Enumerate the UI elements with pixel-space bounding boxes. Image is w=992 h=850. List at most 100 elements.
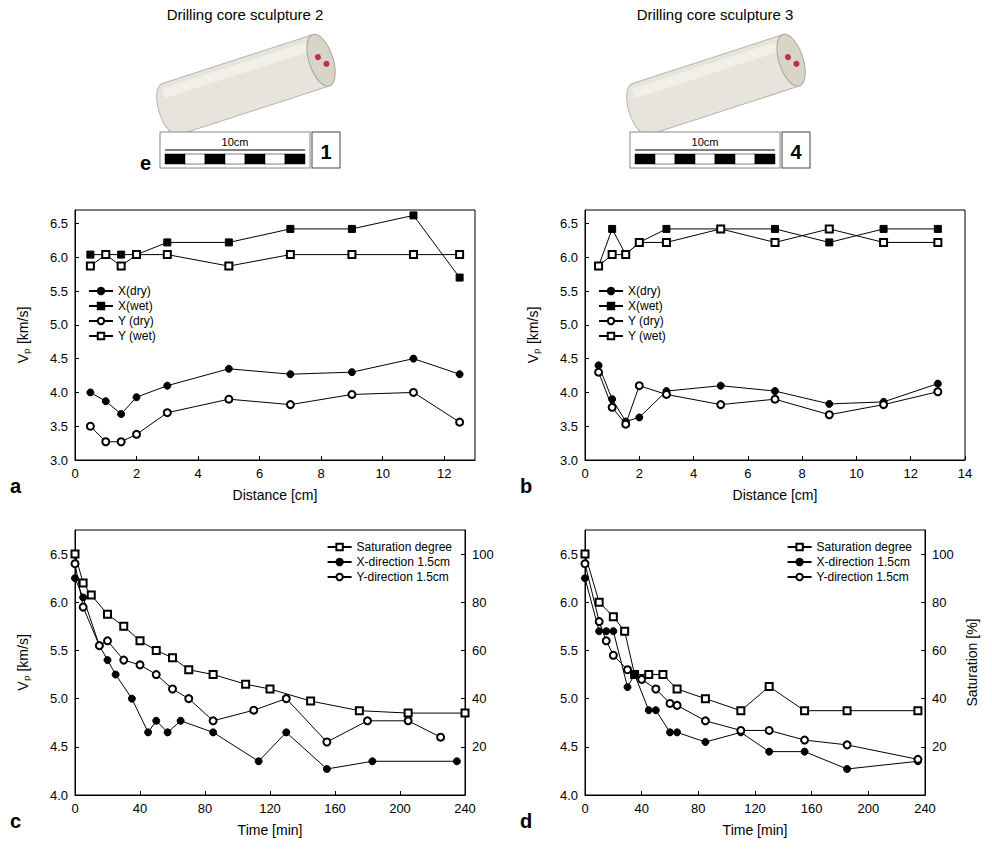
svg-text:Vₚ [km/s]: Vₚ [km/s] bbox=[15, 307, 32, 364]
svg-text:6: 6 bbox=[256, 466, 263, 481]
svg-text:Y-direction 1.5cm: Y-direction 1.5cm bbox=[357, 570, 449, 584]
svg-text:12: 12 bbox=[903, 466, 917, 481]
svg-text:a: a bbox=[10, 475, 22, 497]
svg-text:1: 1 bbox=[320, 141, 331, 163]
svg-text:X(dry): X(dry) bbox=[118, 284, 151, 298]
svg-text:X-direction 1.5cm: X-direction 1.5cm bbox=[357, 555, 450, 569]
svg-text:8: 8 bbox=[318, 466, 325, 481]
svg-text:3.0: 3.0 bbox=[50, 453, 68, 468]
svg-text:b: b bbox=[520, 475, 532, 497]
svg-text:4: 4 bbox=[690, 466, 697, 481]
svg-text:6.5: 6.5 bbox=[50, 216, 68, 231]
svg-text:0: 0 bbox=[71, 801, 78, 816]
svg-text:3.5: 3.5 bbox=[50, 419, 68, 434]
svg-text:5.5: 5.5 bbox=[50, 643, 68, 658]
svg-text:Y (dry): Y (dry) bbox=[628, 314, 664, 328]
svg-text:6.0: 6.0 bbox=[560, 250, 578, 265]
svg-text:240: 240 bbox=[914, 801, 936, 816]
svg-text:Saturation degree: Saturation degree bbox=[357, 540, 453, 554]
svg-text:3.0: 3.0 bbox=[560, 453, 578, 468]
svg-text:Vₚ [km/s]: Vₚ [km/s] bbox=[525, 307, 542, 364]
svg-text:10cm: 10cm bbox=[692, 136, 719, 148]
svg-text:8: 8 bbox=[799, 466, 806, 481]
svg-text:14: 14 bbox=[958, 466, 972, 481]
svg-text:240: 240 bbox=[454, 801, 476, 816]
svg-text:4: 4 bbox=[790, 141, 802, 163]
svg-text:6.0: 6.0 bbox=[50, 250, 68, 265]
svg-text:6: 6 bbox=[744, 466, 751, 481]
svg-text:d: d bbox=[520, 810, 532, 832]
svg-text:5.0: 5.0 bbox=[50, 691, 68, 706]
svg-text:Y (wet): Y (wet) bbox=[628, 329, 666, 343]
svg-text:100: 100 bbox=[472, 547, 494, 562]
svg-text:4.5: 4.5 bbox=[50, 739, 68, 754]
svg-text:120: 120 bbox=[744, 801, 766, 816]
svg-text:0: 0 bbox=[581, 801, 588, 816]
svg-text:3.5: 3.5 bbox=[560, 419, 578, 434]
svg-text:4: 4 bbox=[194, 466, 201, 481]
svg-text:Y (wet): Y (wet) bbox=[118, 329, 156, 343]
svg-text:X(wet): X(wet) bbox=[628, 299, 663, 313]
svg-text:5.0: 5.0 bbox=[50, 317, 68, 332]
svg-text:160: 160 bbox=[324, 801, 346, 816]
svg-text:80: 80 bbox=[198, 801, 212, 816]
svg-text:Time [min]: Time [min] bbox=[238, 822, 303, 838]
svg-text:X-direction 1.5cm: X-direction 1.5cm bbox=[817, 555, 910, 569]
svg-text:4.5: 4.5 bbox=[560, 351, 578, 366]
svg-text:120: 120 bbox=[259, 801, 281, 816]
svg-text:0: 0 bbox=[71, 466, 78, 481]
svg-text:5.5: 5.5 bbox=[560, 643, 578, 658]
svg-text:6.0: 6.0 bbox=[50, 595, 68, 610]
svg-text:10: 10 bbox=[375, 466, 389, 481]
svg-text:80: 80 bbox=[932, 595, 946, 610]
svg-text:Saturation degree: Saturation degree bbox=[817, 540, 913, 554]
svg-text:6.5: 6.5 bbox=[50, 547, 68, 562]
svg-text:2: 2 bbox=[636, 466, 643, 481]
svg-text:Time [min]: Time [min] bbox=[723, 822, 788, 838]
svg-text:6.5: 6.5 bbox=[560, 216, 578, 231]
svg-text:6.5: 6.5 bbox=[560, 547, 578, 562]
svg-text:2: 2 bbox=[133, 466, 140, 481]
svg-text:X(dry): X(dry) bbox=[628, 284, 661, 298]
svg-text:20: 20 bbox=[932, 739, 946, 754]
svg-text:4.0: 4.0 bbox=[50, 385, 68, 400]
svg-text:4.5: 4.5 bbox=[50, 351, 68, 366]
svg-text:4.0: 4.0 bbox=[50, 788, 68, 803]
svg-text:c: c bbox=[10, 810, 21, 832]
svg-text:Vₚ [km/s]: Vₚ [km/s] bbox=[15, 634, 32, 691]
svg-text:6.0: 6.0 bbox=[560, 595, 578, 610]
svg-text:12: 12 bbox=[437, 466, 451, 481]
svg-text:160: 160 bbox=[801, 801, 823, 816]
svg-text:100: 100 bbox=[932, 547, 954, 562]
svg-text:e: e bbox=[140, 152, 151, 174]
svg-text:Drilling core sculpture 3: Drilling core sculpture 3 bbox=[637, 6, 794, 23]
svg-text:X(wet): X(wet) bbox=[118, 299, 153, 313]
svg-text:10: 10 bbox=[849, 466, 863, 481]
svg-text:0: 0 bbox=[581, 466, 588, 481]
svg-text:Drilling core sculpture 2: Drilling core sculpture 2 bbox=[167, 6, 324, 23]
svg-text:4.0: 4.0 bbox=[560, 788, 578, 803]
svg-text:200: 200 bbox=[857, 801, 879, 816]
svg-text:Distance [cm]: Distance [cm] bbox=[233, 487, 318, 503]
svg-text:60: 60 bbox=[932, 643, 946, 658]
svg-text:10cm: 10cm bbox=[222, 136, 249, 148]
svg-text:Saturation [%]: Saturation [%] bbox=[964, 619, 980, 707]
svg-text:40: 40 bbox=[932, 691, 946, 706]
svg-text:5.5: 5.5 bbox=[50, 284, 68, 299]
svg-text:5.0: 5.0 bbox=[560, 317, 578, 332]
svg-text:40: 40 bbox=[133, 801, 147, 816]
svg-text:80: 80 bbox=[691, 801, 705, 816]
svg-text:5.0: 5.0 bbox=[560, 691, 578, 706]
svg-text:200: 200 bbox=[389, 801, 411, 816]
svg-text:Y (dry): Y (dry) bbox=[118, 314, 154, 328]
svg-text:4.0: 4.0 bbox=[560, 385, 578, 400]
svg-text:80: 80 bbox=[472, 595, 486, 610]
svg-text:40: 40 bbox=[472, 691, 486, 706]
svg-text:60: 60 bbox=[472, 643, 486, 658]
svg-text:20: 20 bbox=[472, 739, 486, 754]
svg-text:40: 40 bbox=[634, 801, 648, 816]
svg-text:Distance [cm]: Distance [cm] bbox=[733, 487, 818, 503]
svg-text:Y-direction 1.5cm: Y-direction 1.5cm bbox=[817, 570, 909, 584]
svg-text:4.5: 4.5 bbox=[560, 739, 578, 754]
svg-text:5.5: 5.5 bbox=[560, 284, 578, 299]
